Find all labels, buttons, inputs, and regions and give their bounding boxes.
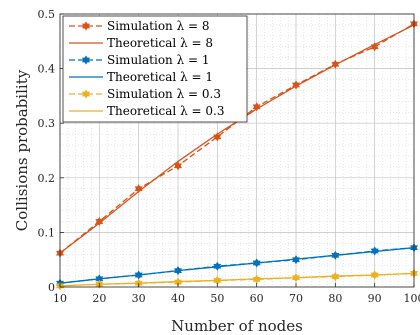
y-tick-label: 0.2	[38, 172, 56, 185]
y-tick-label: 0.1	[38, 226, 56, 239]
x-tick-label: 30	[132, 292, 146, 305]
y-axis-title: Collisions probability	[13, 69, 31, 231]
legend-marker-4	[81, 89, 91, 99]
plot-frame	[59, 13, 415, 288]
y-tick-label: 0.5	[38, 8, 56, 21]
x-tick-label: 20	[92, 292, 106, 305]
series-line-5	[59, 272, 415, 287]
x-tick-label: 50	[210, 292, 224, 305]
x-tick-label: 70	[289, 292, 303, 305]
legend-label: Simulation λ = 0.3	[107, 87, 221, 101]
x-tick-label: 80	[328, 292, 342, 305]
series-0-point	[173, 161, 183, 171]
legend-label: Simulation λ = 1	[107, 53, 210, 67]
series-line-3	[59, 247, 415, 284]
x-tick-label: 100	[404, 292, 420, 305]
legend-label: Theoretical λ = 8	[107, 36, 213, 50]
tick-labels: 10 20 30 40 50 60 70 80 90 100 0 0.1 0.2 0.3 0.4 0.5	[38, 8, 420, 305]
x-tick-label: 90	[368, 292, 382, 305]
y-tick-label: 0.3	[38, 117, 56, 130]
legend-marker-0	[81, 21, 91, 31]
y-tick-label: 0.4	[38, 63, 56, 76]
legend: Simulation λ = 8 Theoretical λ = 8 Simulat…	[62, 15, 248, 123]
x-tick-label: 40	[171, 292, 185, 305]
series-layer	[55, 19, 419, 291]
y-tick-label: 0	[48, 281, 55, 294]
legend-label: Theoretical λ = 1	[107, 70, 213, 84]
x-axis-title: Number of nodes	[171, 317, 303, 335]
x-tick-label: 10	[53, 292, 67, 305]
legend-box	[62, 15, 248, 123]
axis-ticks	[59, 13, 415, 288]
legend-marker-2	[81, 55, 91, 65]
legend-label: Simulation λ = 8	[107, 19, 210, 33]
x-tick-label: 60	[250, 292, 264, 305]
legend-label: Theoretical λ = 0.3	[107, 104, 224, 118]
